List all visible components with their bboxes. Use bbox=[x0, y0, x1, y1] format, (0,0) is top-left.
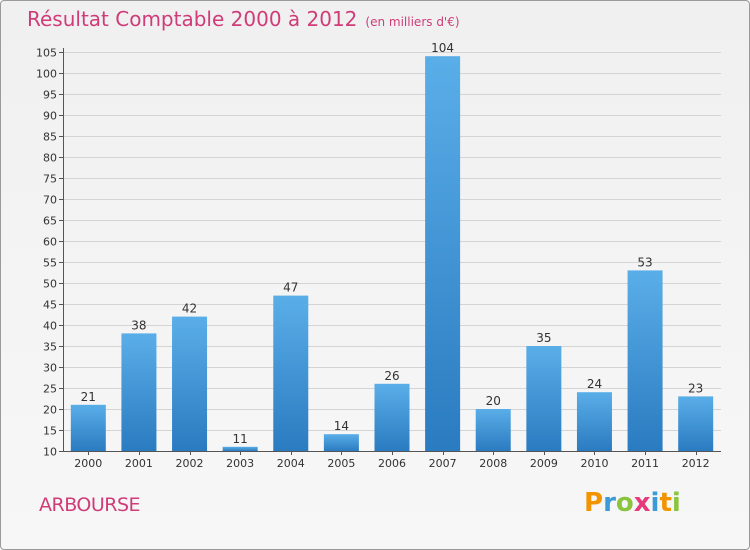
x-tick-label: 2011 bbox=[631, 457, 659, 470]
logo-letter: t bbox=[659, 488, 672, 518]
logo-letter: i bbox=[671, 488, 681, 518]
bar bbox=[323, 434, 359, 451]
logo-letter: r bbox=[603, 488, 616, 518]
bar bbox=[222, 446, 258, 451]
bar bbox=[576, 392, 612, 451]
data-label: 26 bbox=[384, 369, 399, 383]
data-label: 20 bbox=[486, 394, 501, 408]
x-tick-label: 2005 bbox=[327, 457, 355, 470]
y-tick-label: 90 bbox=[43, 110, 57, 123]
y-tick-label: 30 bbox=[43, 362, 57, 375]
chart-title: Résultat Comptable 2000 à 2012 (en millie… bbox=[27, 7, 460, 31]
y-tick-label: 85 bbox=[43, 131, 57, 144]
x-tick-label: 2010 bbox=[580, 457, 608, 470]
x-tick-label: 2003 bbox=[226, 457, 254, 470]
y-tick-label: 75 bbox=[43, 173, 57, 186]
bars: 21 38 42 11 47 14 26 104 20 35 24 53 23 bbox=[70, 41, 714, 451]
y-tick-label: 50 bbox=[43, 278, 57, 291]
data-label: 47 bbox=[283, 281, 298, 295]
x-tick-label: 2007 bbox=[429, 457, 457, 470]
y-tick-label: 105 bbox=[36, 47, 57, 60]
bar bbox=[273, 295, 309, 451]
y-tick-label: 95 bbox=[43, 89, 57, 102]
logo-letter: x bbox=[633, 488, 651, 518]
chart-subtitle: (en milliers d'€) bbox=[365, 15, 460, 29]
y-tick-label: 65 bbox=[43, 215, 57, 228]
data-label: 14 bbox=[334, 419, 349, 433]
x-tick-label: 2000 bbox=[74, 457, 102, 470]
logo-letter: o bbox=[615, 488, 634, 518]
data-label: 53 bbox=[637, 255, 652, 269]
data-label: 38 bbox=[131, 318, 146, 332]
y-tick-label: 55 bbox=[43, 257, 57, 270]
logo-letter: i bbox=[650, 488, 660, 518]
y-tick-label: 100 bbox=[36, 68, 57, 81]
data-label: 104 bbox=[431, 41, 454, 55]
x-tick-label: 2009 bbox=[530, 457, 558, 470]
data-label: 35 bbox=[536, 331, 551, 345]
data-label: 11 bbox=[233, 432, 248, 446]
chart-title-text: Résultat Comptable 2000 à 2012 bbox=[27, 7, 358, 31]
bar bbox=[70, 404, 106, 451]
data-label: 21 bbox=[81, 390, 96, 404]
bar bbox=[475, 409, 511, 451]
y-tick-label: 70 bbox=[43, 194, 57, 207]
bar bbox=[526, 346, 562, 451]
y-tick-label: 40 bbox=[43, 320, 57, 333]
data-label: 42 bbox=[182, 302, 197, 316]
y-tick-label: 45 bbox=[43, 299, 57, 312]
bar bbox=[121, 333, 157, 451]
proxiti-logo: Proxiti bbox=[584, 488, 681, 518]
x-tick-label: 2004 bbox=[277, 457, 305, 470]
bar bbox=[425, 56, 461, 451]
x-tick-label: 2001 bbox=[125, 457, 153, 470]
y-tick-label: 35 bbox=[43, 341, 57, 354]
x-tick-label: 2008 bbox=[479, 457, 507, 470]
x-tick-label: 2012 bbox=[682, 457, 710, 470]
x-tick-label: 2006 bbox=[378, 457, 406, 470]
bar bbox=[374, 383, 410, 451]
x-tick-label: 2002 bbox=[176, 457, 204, 470]
bar bbox=[172, 316, 208, 451]
logo-letter: P bbox=[584, 488, 604, 518]
place-name: ARBOURSE bbox=[39, 494, 141, 516]
data-label: 23 bbox=[688, 381, 703, 395]
bar bbox=[678, 396, 714, 451]
y-tick-label: 20 bbox=[43, 404, 57, 417]
y-tick-label: 10 bbox=[43, 446, 57, 459]
y-tick-label: 25 bbox=[43, 383, 57, 396]
y-tick-label: 80 bbox=[43, 152, 57, 165]
y-tick-label: 15 bbox=[43, 425, 57, 438]
y-tick-label: 60 bbox=[43, 236, 57, 249]
axes: 10 15 20 25 30 35 40 45 50 55 60 65 70 75 80 85 90 95 100 1… bbox=[36, 47, 721, 470]
bar bbox=[627, 270, 663, 451]
data-label: 24 bbox=[587, 377, 602, 391]
